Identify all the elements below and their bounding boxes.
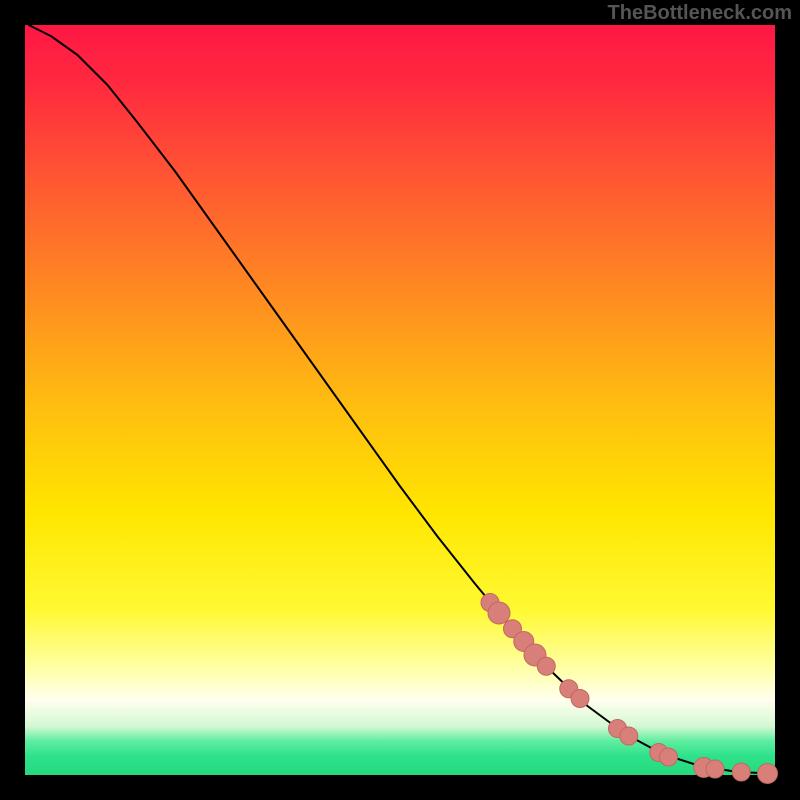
marker-point <box>571 690 589 708</box>
chart-svg <box>0 0 800 800</box>
chart-container: TheBottleneck.com <box>0 0 800 800</box>
marker-point <box>758 764 778 784</box>
marker-point <box>488 602 510 624</box>
marker-point <box>732 763 750 781</box>
marker-point <box>706 760 724 778</box>
plot-background <box>25 25 775 775</box>
attribution-label: TheBottleneck.com <box>608 2 792 25</box>
marker-point <box>620 727 638 745</box>
marker-point <box>537 657 555 675</box>
marker-point <box>660 748 678 766</box>
